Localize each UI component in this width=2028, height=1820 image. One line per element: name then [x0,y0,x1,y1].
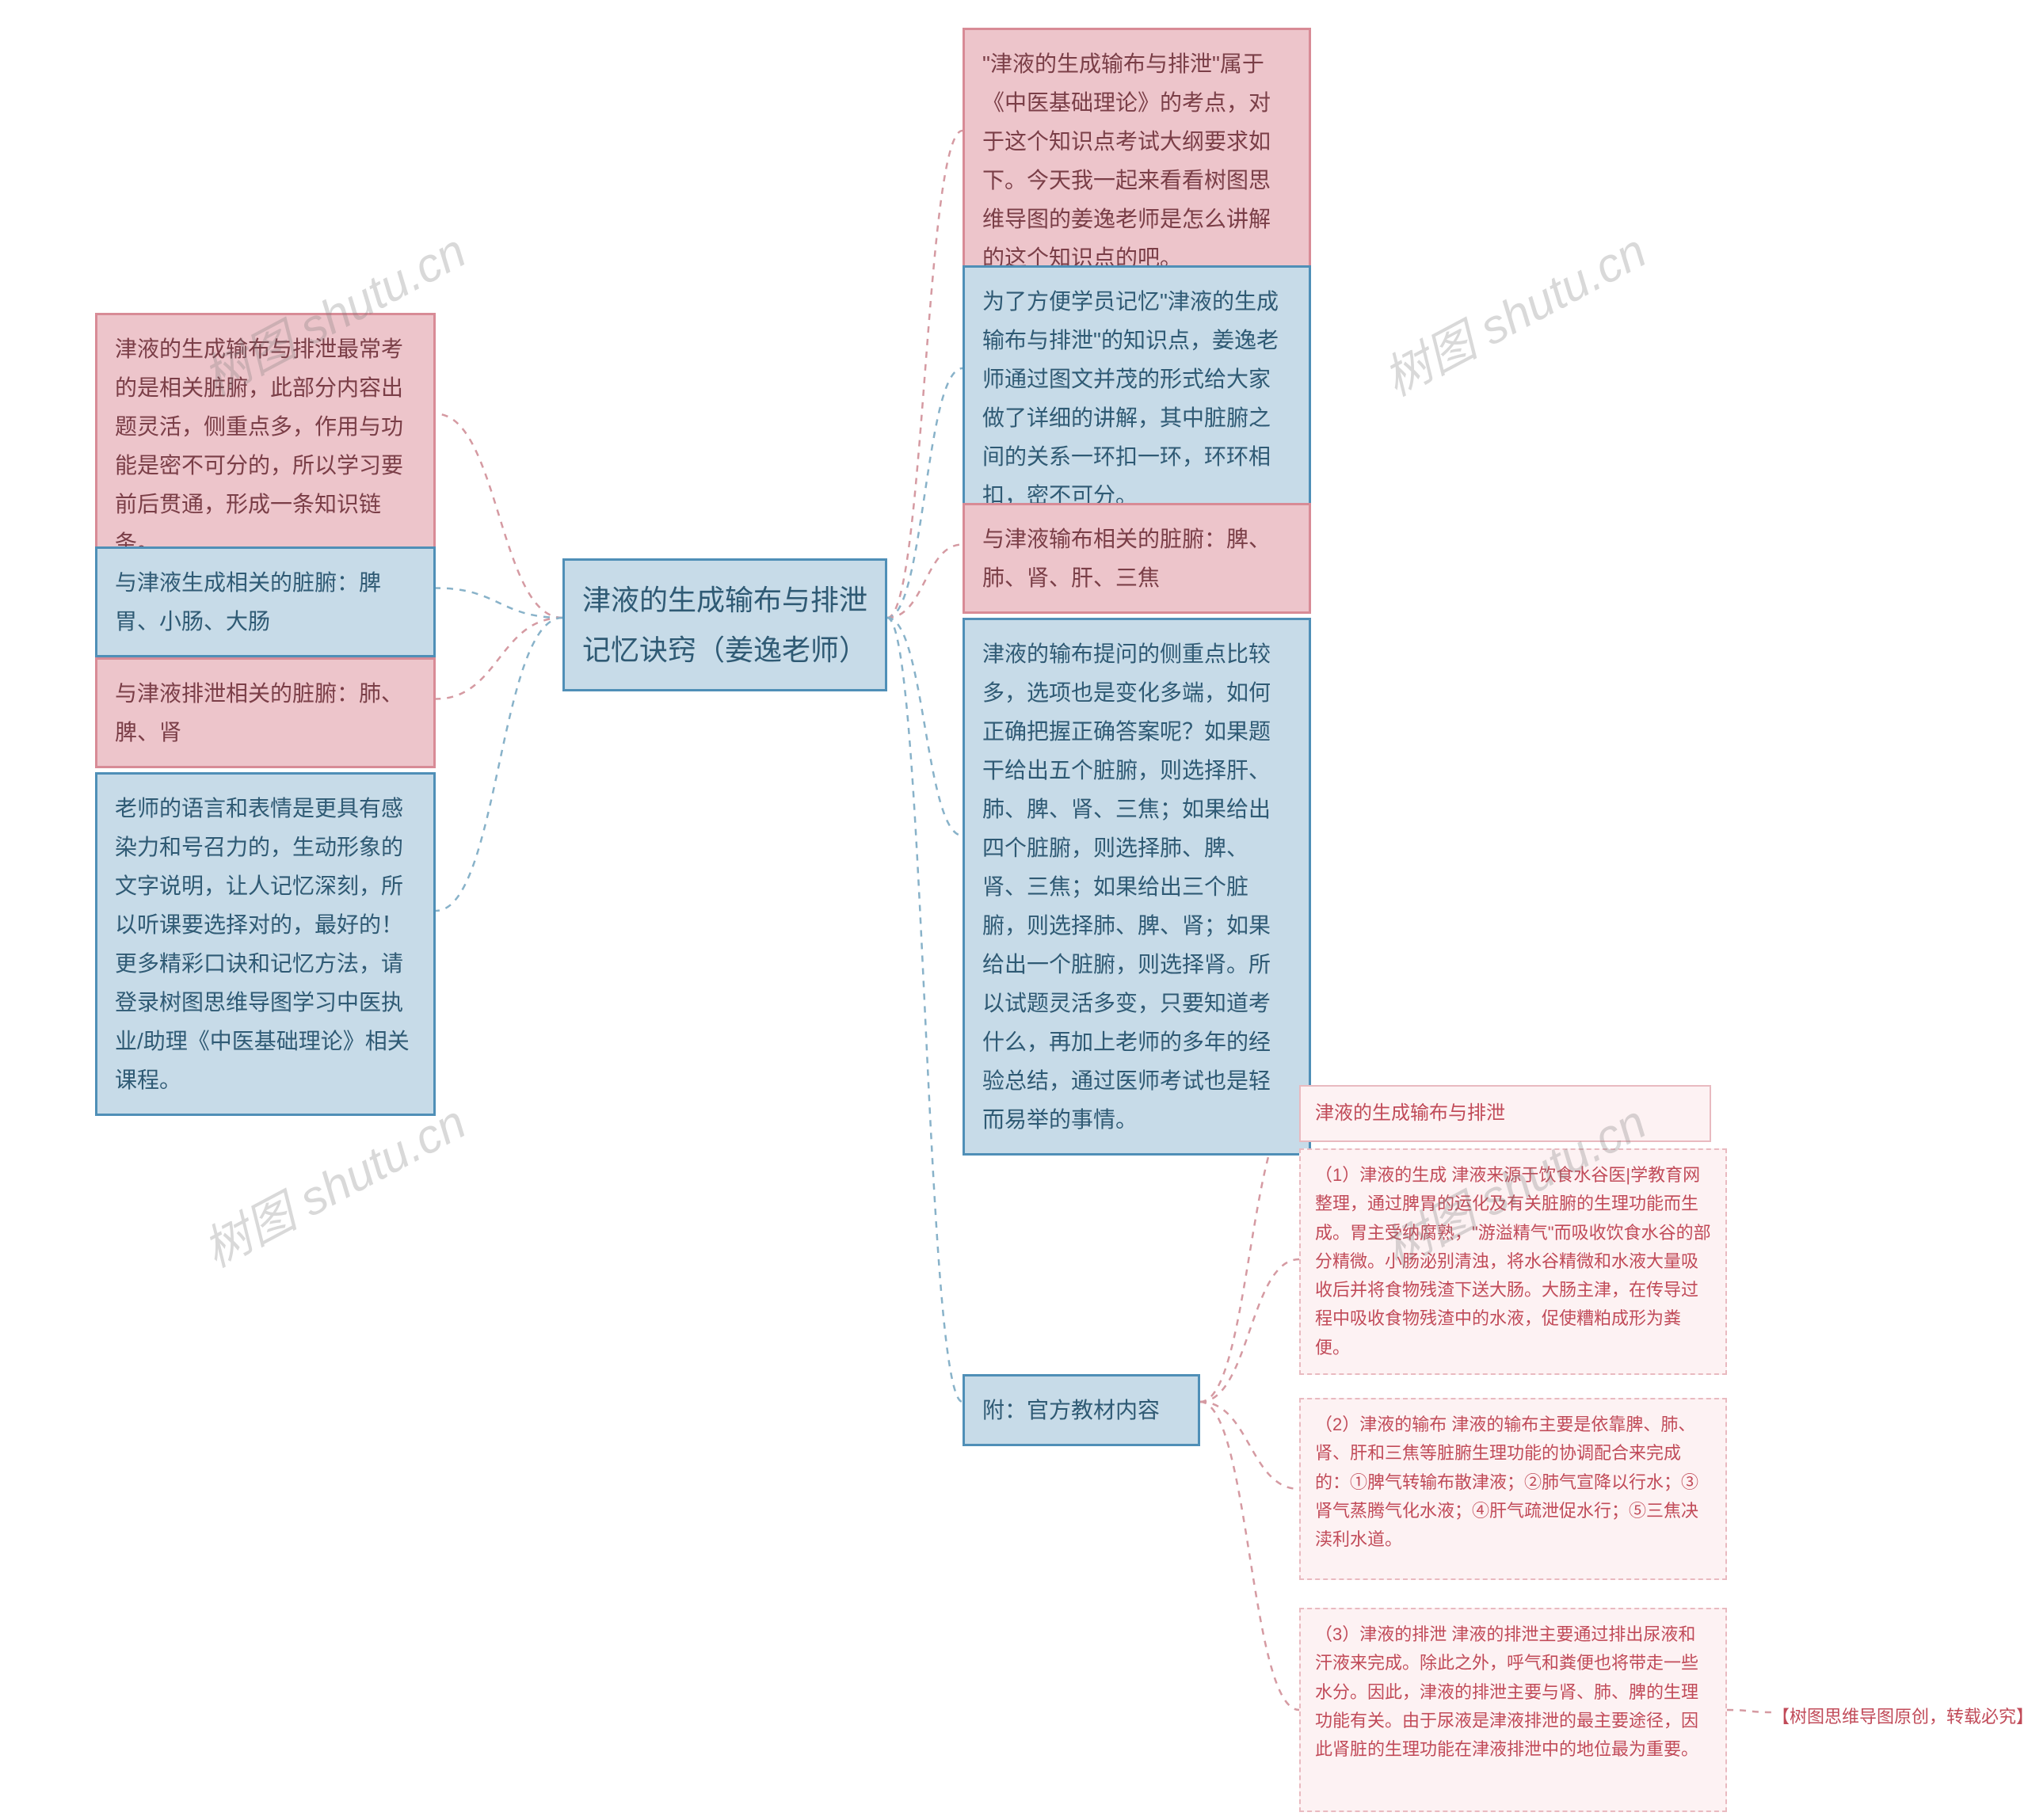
mindmap-canvas: 津液的生成输布与排泄记忆诀窍（姜逸老师） 津液的生成输布与排泄最常考的是相关脏腑，… [0,0,2028,1820]
right-node-1: 为了方便学员记忆"津液的生成输布与排泄"的知识点，姜逸老师通过图文并茂的形式给大… [963,265,1311,531]
right-node-3: 津液的输布提问的侧重点比较多，选项也是变化多端，如何正确把握正确答案呢？如果题干… [963,618,1311,1156]
sub-body-1: （2）津液的输布 津液的输布主要是依靠脾、肺、肾、肝和三焦等脏腑生理功能的协调配… [1299,1398,1727,1580]
center-node: 津液的生成输布与排泄记忆诀窍（姜逸老师） [562,558,887,691]
left-node-1: 与津液生成相关的脏腑：脾胃、小肠、大肠 [95,546,436,657]
right-node-0: "津液的生成输布与排泄"属于《中医基础理论》的考点，对于这个知识点考试大纲要求如… [963,28,1311,294]
right-node-4: 附：官方教材内容 [963,1374,1200,1446]
sub-body-0: （1）津液的生成 津液来源于饮食水谷医|学教育网整理，通过脾胃的运化及有关脏腑的… [1299,1148,1727,1375]
copyright-text: 【树图思维导图原创，转载必究】 [1772,1703,2028,1728]
right-node-2: 与津液输布相关的脏腑：脾、肺、肾、肝、三焦 [963,503,1311,614]
left-node-2: 与津液排泄相关的脏腑：肺、脾、肾 [95,657,436,768]
sub-title: 津液的生成输布与排泄 [1299,1085,1711,1142]
watermark-1: 树图 shutu.cn [1370,214,1656,409]
sub-body-2: （3）津液的排泄 津液的排泄主要通过排出尿液和汗液来完成。除此之外，呼气和粪便也… [1299,1608,1727,1812]
left-node-0: 津液的生成输布与排泄最常考的是相关脏腑，此部分内容出题灵活，侧重点多，作用与功能… [95,313,436,579]
left-node-3: 老师的语言和表情是更具有感染力和号召力的，生动形象的文字说明，让人记忆深刻，所以… [95,772,436,1116]
